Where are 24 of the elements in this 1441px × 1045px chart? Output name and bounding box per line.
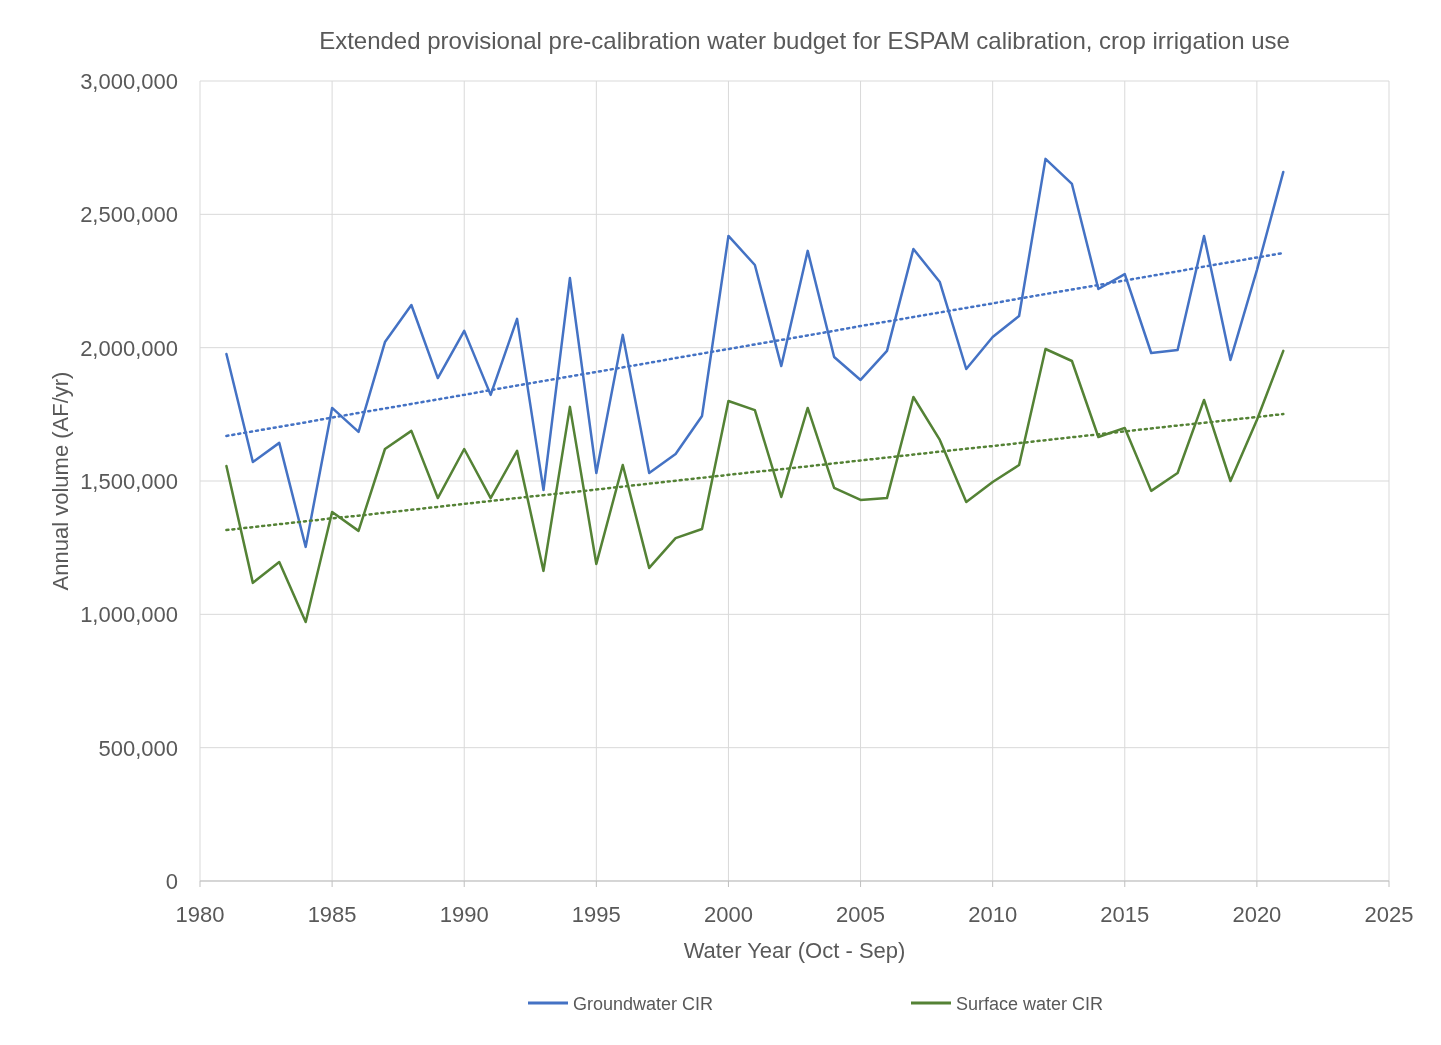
y-tick-label: 500,000 — [98, 735, 178, 761]
x-tick-label: 2025 — [1364, 902, 1414, 927]
y-tick-label: 0 — [165, 869, 178, 894]
legend-label: Surface water CIR — [956, 994, 1104, 1014]
y-axis-title: Annual volume (AF/yr) — [48, 371, 73, 591]
y-tick-label: 2,500,000 — [80, 202, 178, 228]
x-tick-label: 1990 — [439, 902, 489, 927]
y-tick-label: 1,500,000 — [80, 469, 178, 494]
x-tick-label: 2010 — [968, 902, 1018, 927]
line-series — [225, 347, 1285, 624]
chart-title: Extended provisional pre-calibration water budget for ESPAM calibration, crop irrigation use — [319, 27, 1290, 54]
y-tick-label: 2,000,000 — [80, 335, 178, 361]
y-tick-label: 3,000,000 — [80, 69, 178, 94]
x-tick-label: 2005 — [836, 902, 886, 927]
x-axis-title: Water Year (Oct - Sep) — [683, 938, 906, 963]
x-tick-label: 1995 — [571, 902, 621, 927]
line-series — [225, 157, 1285, 549]
x-tick-label: 2020 — [1232, 902, 1282, 927]
y-tick-label: 1,000,000 — [80, 602, 178, 628]
x-tick-label: 1985 — [307, 902, 357, 927]
legend-label: Groundwater CIR — [573, 994, 714, 1014]
x-tick-label: 2015 — [1100, 902, 1150, 927]
x-tick-label: 1980 — [175, 902, 225, 927]
x-tick-label: 2000 — [703, 902, 753, 927]
